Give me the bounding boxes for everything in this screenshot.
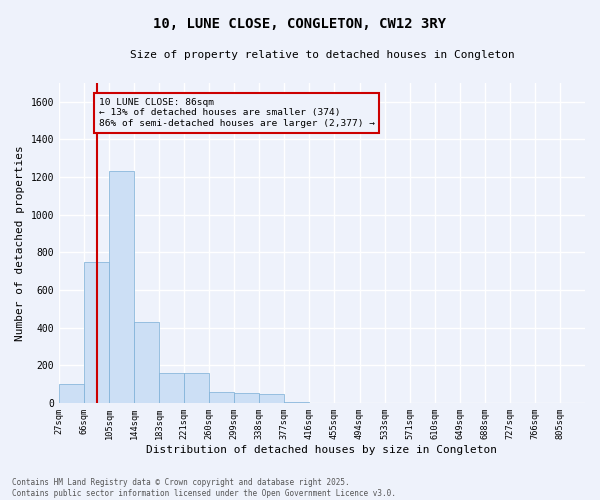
Text: 10, LUNE CLOSE, CONGLETON, CW12 3RY: 10, LUNE CLOSE, CONGLETON, CW12 3RY: [154, 18, 446, 32]
Bar: [184, 373, 209, 403]
Bar: [209, 392, 234, 403]
Bar: [259, 394, 284, 403]
Bar: [284, 402, 310, 403]
Y-axis label: Number of detached properties: Number of detached properties: [15, 145, 25, 341]
Bar: [159, 373, 184, 403]
X-axis label: Distribution of detached houses by size in Congleton: Distribution of detached houses by size …: [146, 445, 497, 455]
Title: Size of property relative to detached houses in Congleton: Size of property relative to detached ho…: [130, 50, 514, 60]
Text: 10 LUNE CLOSE: 86sqm
← 13% of detached houses are smaller (374)
86% of semi-deta: 10 LUNE CLOSE: 86sqm ← 13% of detached h…: [99, 98, 375, 128]
Bar: [59, 384, 84, 403]
Bar: [109, 172, 134, 403]
Bar: [84, 262, 109, 403]
Text: Contains HM Land Registry data © Crown copyright and database right 2025.
Contai: Contains HM Land Registry data © Crown c…: [12, 478, 396, 498]
Bar: [134, 322, 159, 403]
Bar: [234, 392, 259, 403]
